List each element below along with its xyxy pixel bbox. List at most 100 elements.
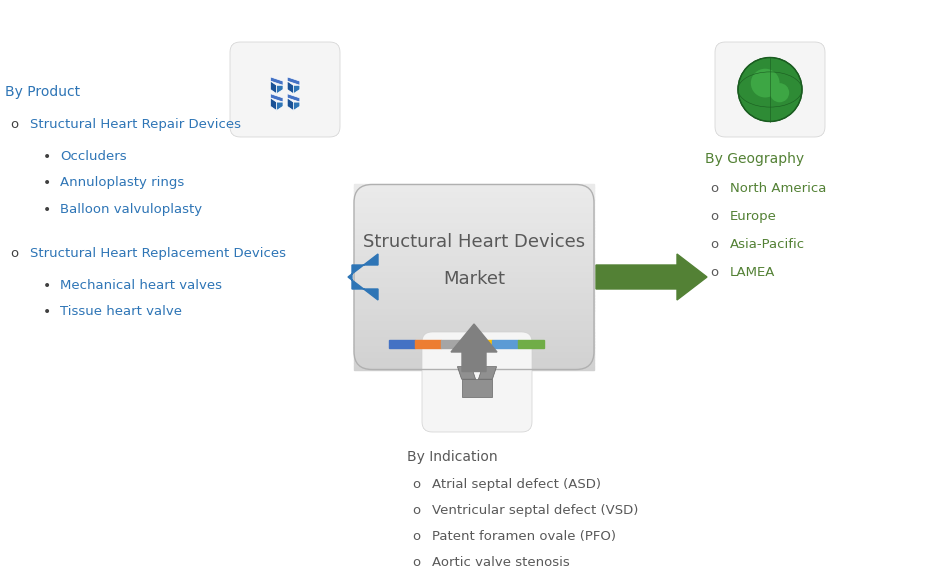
Text: Atrial septal defect (ASD): Atrial septal defect (ASD)	[432, 478, 601, 491]
Polygon shape	[288, 94, 300, 102]
Polygon shape	[270, 98, 276, 111]
FancyArrow shape	[451, 324, 497, 371]
Bar	[354, 211, 594, 215]
Polygon shape	[478, 367, 496, 379]
Bar	[354, 304, 594, 308]
Polygon shape	[288, 81, 293, 94]
Bar	[518, 340, 544, 348]
Text: Structural Heart Repair Devices: Structural Heart Repair Devices	[30, 118, 241, 131]
Bar	[354, 301, 594, 304]
Bar	[354, 255, 594, 259]
Bar	[354, 314, 594, 317]
Polygon shape	[293, 85, 300, 94]
Bar	[354, 196, 594, 200]
Bar	[354, 323, 594, 327]
Bar	[467, 340, 493, 348]
Bar	[354, 200, 594, 203]
Bar	[354, 292, 594, 295]
Text: Structural Heart Replacement Devices: Structural Heart Replacement Devices	[30, 247, 286, 260]
Bar	[354, 187, 594, 191]
Bar	[354, 344, 594, 348]
Text: o: o	[412, 556, 420, 567]
Text: o: o	[412, 504, 420, 517]
Bar	[354, 289, 594, 293]
Bar	[354, 230, 594, 234]
Bar	[354, 227, 594, 231]
Bar	[354, 249, 594, 252]
Bar	[354, 236, 594, 240]
Bar	[354, 298, 594, 302]
Text: Aortic valve stenosis: Aortic valve stenosis	[432, 556, 569, 567]
Bar	[354, 366, 594, 370]
Polygon shape	[270, 77, 283, 85]
Bar	[354, 258, 594, 261]
Text: Occluders: Occluders	[60, 150, 126, 163]
Polygon shape	[276, 102, 283, 111]
Bar	[354, 320, 594, 323]
Text: Tissue heart valve: Tissue heart valve	[60, 305, 182, 318]
Text: By Product: By Product	[5, 85, 80, 99]
FancyArrow shape	[348, 254, 378, 300]
Text: LAMEA: LAMEA	[730, 266, 775, 279]
Text: o: o	[412, 530, 420, 543]
Bar	[354, 280, 594, 283]
FancyArrow shape	[596, 254, 707, 300]
Bar	[354, 239, 594, 243]
Text: Asia-Pacific: Asia-Pacific	[730, 238, 805, 251]
Text: o: o	[710, 238, 718, 251]
Bar	[354, 243, 594, 246]
Bar	[354, 316, 594, 320]
Text: o: o	[10, 118, 18, 131]
Text: o: o	[412, 478, 420, 491]
Bar	[354, 264, 594, 268]
Bar	[354, 190, 594, 194]
Text: Structural Heart Devices: Structural Heart Devices	[363, 233, 586, 251]
Polygon shape	[457, 367, 475, 379]
Bar	[354, 310, 594, 314]
Polygon shape	[270, 94, 283, 102]
Text: Patent foramen ovale (PFO): Patent foramen ovale (PFO)	[432, 530, 616, 543]
Polygon shape	[288, 98, 293, 111]
Bar	[354, 206, 594, 209]
Bar	[354, 341, 594, 345]
Bar	[493, 340, 518, 348]
Text: Europe: Europe	[730, 210, 777, 223]
Bar	[354, 332, 594, 336]
Bar	[354, 193, 594, 197]
Text: •: •	[43, 305, 51, 319]
Text: •: •	[43, 202, 51, 217]
Bar	[354, 335, 594, 338]
Text: North America: North America	[730, 182, 827, 195]
Bar	[354, 234, 594, 237]
Bar	[354, 354, 594, 357]
Bar	[354, 363, 594, 366]
Bar	[354, 215, 594, 218]
Bar	[354, 202, 594, 206]
Bar	[440, 340, 467, 348]
Bar	[389, 340, 415, 348]
Polygon shape	[293, 102, 300, 111]
Circle shape	[751, 69, 779, 98]
Text: By Geography: By Geography	[705, 152, 804, 166]
Bar	[354, 359, 594, 363]
Bar	[354, 261, 594, 265]
Polygon shape	[276, 85, 283, 94]
Bar	[354, 277, 594, 280]
Bar	[354, 338, 594, 342]
Bar	[354, 326, 594, 329]
Polygon shape	[461, 379, 493, 397]
Bar	[354, 295, 594, 299]
Text: Market: Market	[443, 270, 505, 288]
Bar	[354, 273, 594, 277]
FancyBboxPatch shape	[715, 42, 825, 137]
Bar	[354, 267, 594, 271]
Bar	[415, 340, 440, 348]
Polygon shape	[270, 81, 276, 94]
Circle shape	[770, 83, 790, 102]
FancyBboxPatch shape	[230, 42, 340, 137]
Text: o: o	[710, 266, 718, 279]
Text: o: o	[10, 247, 18, 260]
Bar	[354, 209, 594, 212]
Bar	[354, 286, 594, 289]
Text: •: •	[43, 278, 51, 293]
